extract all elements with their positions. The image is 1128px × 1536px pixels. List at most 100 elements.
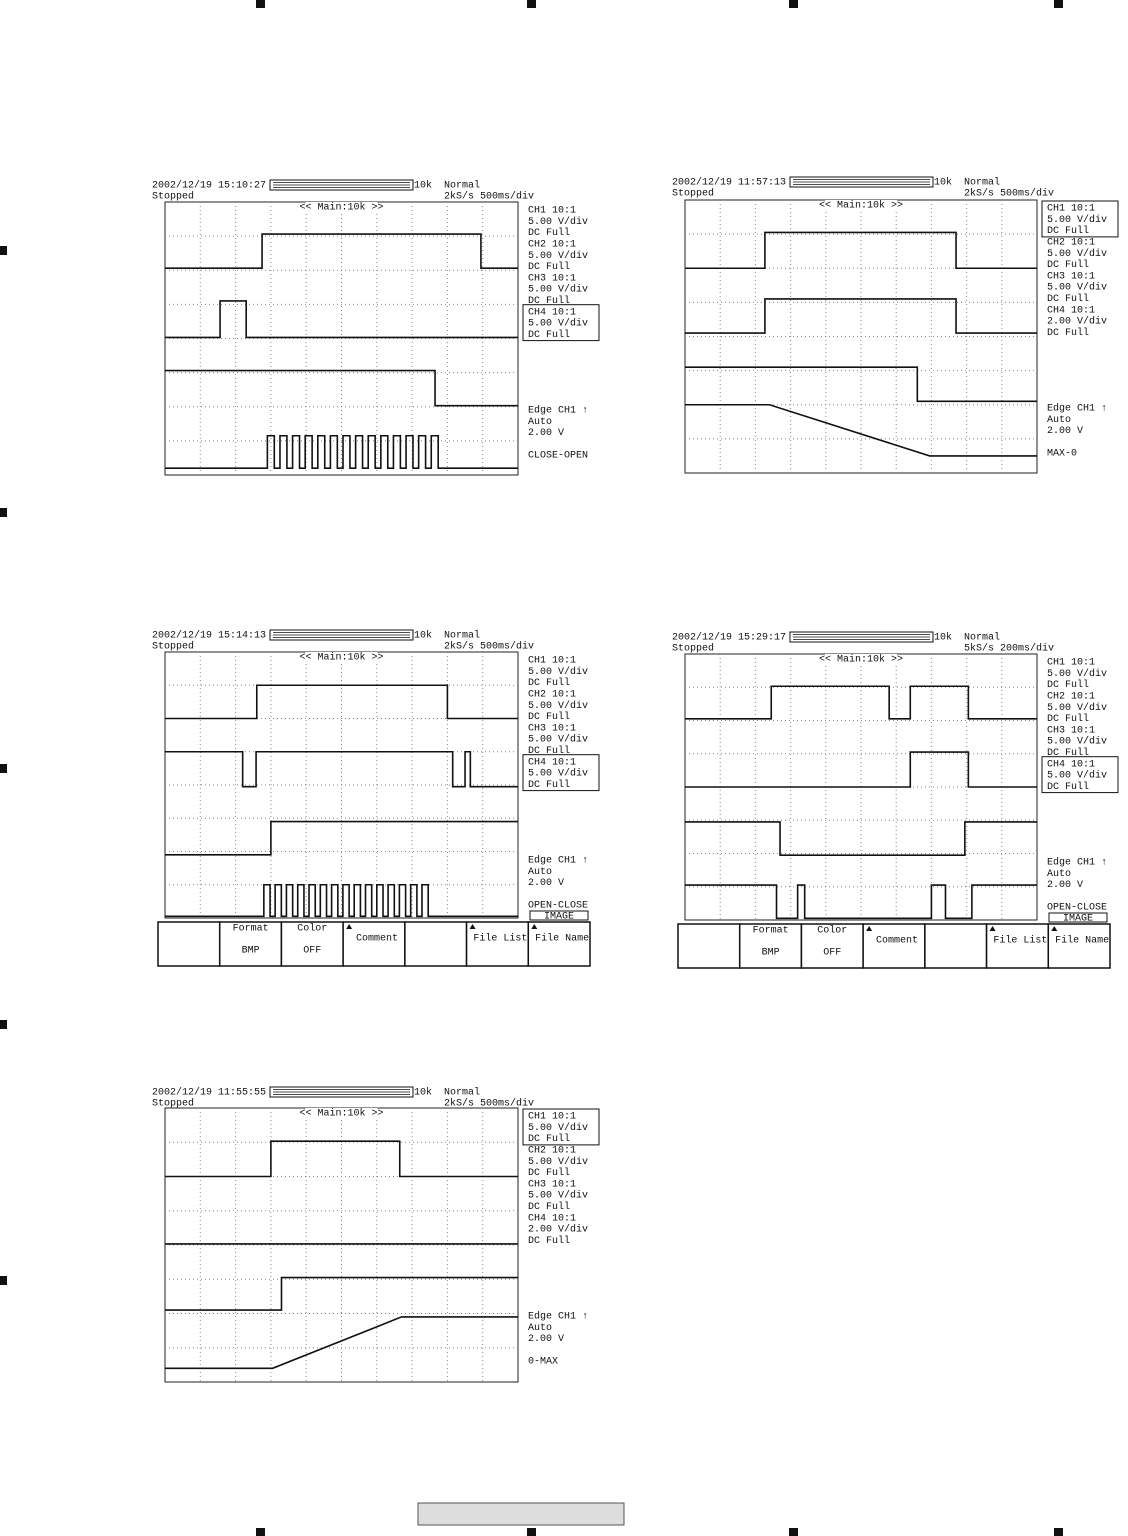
- softkey-top: Comment: [356, 934, 398, 945]
- acq-mode: Normal: [444, 630, 480, 642]
- trigger-setting: 2.00 V: [528, 428, 564, 439]
- softkey-top: File List: [993, 935, 1047, 947]
- menu-label: IMAGE: [544, 912, 574, 923]
- channel-setting: DC Full: [528, 227, 570, 239]
- channel-setting: 5.00 V/div: [528, 1156, 588, 1168]
- trigger-setting: 2.00 V: [1047, 880, 1083, 891]
- caption: 0-MAX: [528, 1357, 558, 1368]
- datetime: 2002/12/19 15:29:17: [672, 632, 786, 644]
- channel-setting: 5.00 V/div: [528, 700, 588, 712]
- channel-setting: CH3 10:1: [1047, 725, 1095, 736]
- channel-setting: DC Full: [1047, 713, 1089, 725]
- channel-setting: CH1 10:1: [1047, 204, 1095, 215]
- softkey-top: File List: [473, 933, 527, 945]
- caption: CLOSE-OPEN: [528, 451, 588, 462]
- zoom-label: << Main:10k >>: [819, 200, 903, 212]
- sample-rate: 2kS/s 500ms/div: [444, 1098, 534, 1110]
- zoom-bg: [825, 200, 897, 209]
- sample-rate: 2kS/s 500ms/div: [444, 191, 534, 203]
- channel-setting: CH1 10:1: [528, 206, 576, 217]
- menu-label-box: [529, 910, 589, 921]
- channel-setting: CH3 10:1: [528, 273, 576, 284]
- channel-setting: 5.00 V/div: [528, 250, 588, 262]
- channel-highlight: [522, 1108, 600, 1146]
- channel-setting: 5.00 V/div: [1047, 248, 1107, 260]
- channel-setting: 5.00 V/div: [1047, 702, 1107, 714]
- trigger-setting: 2.00 V: [1047, 426, 1083, 437]
- channel-setting: 5.00 V/div: [528, 768, 588, 780]
- channel-setting: DC Full: [1047, 327, 1089, 339]
- softkey-arrow: [866, 926, 873, 931]
- status: Stopped: [152, 191, 194, 203]
- channel-setting: DC Full: [528, 711, 570, 723]
- channel-setting: 5.00 V/div: [528, 284, 588, 296]
- waveform: [165, 684, 518, 720]
- waveform: [165, 1140, 518, 1178]
- caption: OPEN-CLOSE: [1047, 903, 1107, 914]
- acq-mode: Normal: [444, 1087, 480, 1099]
- softkey: [924, 923, 988, 969]
- waveform: [685, 821, 1037, 856]
- caption: OPEN-CLOSE: [528, 901, 588, 912]
- caption: MAX-0: [1047, 449, 1077, 460]
- zoom-bg: [305, 202, 378, 211]
- channel-highlight: [522, 754, 600, 792]
- softkey-top: File Name: [535, 933, 589, 945]
- acq-mode: Normal: [444, 180, 480, 192]
- softkey-top: Color: [297, 923, 327, 935]
- softkey-bottom: OFF: [823, 948, 841, 959]
- waveform: [685, 366, 1037, 403]
- waveform: [685, 403, 1037, 457]
- waveform: [685, 884, 1037, 920]
- channel-setting: 5.00 V/div: [1047, 770, 1107, 782]
- channel-highlight: [522, 304, 600, 342]
- waveform: [165, 300, 518, 339]
- record-length: 10k: [414, 1087, 432, 1099]
- zoom-label: << Main:10k >>: [819, 654, 903, 666]
- softkey-arrow: [1051, 926, 1058, 931]
- trigger-setting: Edge CH1 ↑: [528, 405, 588, 417]
- channel-setting: DC Full: [528, 677, 570, 689]
- datetime: 2002/12/19 11:55:55: [152, 1087, 266, 1099]
- menu-label: IMAGE: [1063, 914, 1093, 925]
- channel-setting: CH4 10:1: [528, 757, 576, 768]
- channel-setting: CH3 10:1: [528, 723, 576, 734]
- record-length: 10k: [934, 632, 952, 644]
- softkey: [677, 923, 741, 969]
- channel-setting: DC Full: [1047, 225, 1089, 237]
- softkey: [465, 921, 530, 967]
- channel-setting: CH2 10:1: [528, 690, 576, 701]
- record-length: 10k: [414, 180, 432, 192]
- trigger-setting: Auto: [528, 867, 552, 878]
- record-length: 10k: [934, 177, 952, 189]
- trigger-setting: 2.00 V: [528, 878, 564, 889]
- channel-setting: CH1 10:1: [1047, 658, 1095, 669]
- softkey: [1047, 923, 1111, 969]
- trigger-setting: Edge CH1 ↑: [1047, 857, 1107, 869]
- channel-setting: CH4 10:1: [528, 307, 576, 318]
- softkey: [218, 921, 283, 967]
- trigger-setting: Auto: [1047, 869, 1071, 880]
- channel-setting: DC Full: [528, 779, 570, 791]
- channel-setting: DC Full: [1047, 679, 1089, 691]
- waveform: [685, 685, 1037, 720]
- channel-setting: 2.00 V/div: [1047, 316, 1107, 328]
- channel-setting: 5.00 V/div: [1047, 214, 1107, 226]
- channel-setting: DC Full: [1047, 747, 1089, 759]
- channel-setting: DC Full: [528, 1201, 570, 1213]
- status: Stopped: [152, 641, 194, 653]
- waveform: [685, 298, 1037, 334]
- zoom-label: << Main:10k >>: [299, 1108, 383, 1120]
- softkey-bottom: BMP: [762, 948, 780, 959]
- datetime: 2002/12/19 15:10:27: [152, 180, 266, 192]
- softkey: [800, 923, 864, 969]
- channel-setting: CH4 10:1: [528, 1213, 576, 1224]
- softkey-arrow: [531, 924, 538, 929]
- channel-highlight: [1041, 200, 1119, 238]
- waveform: [165, 1316, 518, 1370]
- channel-setting: DC Full: [528, 1235, 570, 1247]
- zoom-bg: [305, 1108, 378, 1117]
- channel-setting: 5.00 V/div: [528, 318, 588, 330]
